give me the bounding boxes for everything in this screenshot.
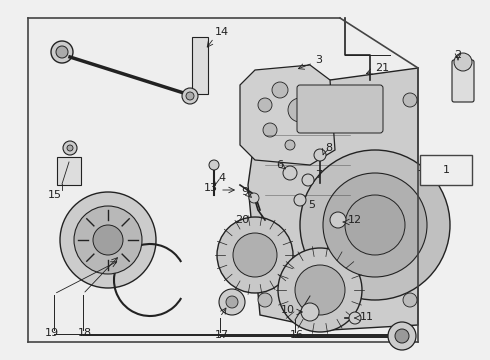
Text: 19: 19: [45, 328, 59, 338]
Circle shape: [186, 92, 194, 100]
Circle shape: [300, 150, 450, 300]
Circle shape: [233, 233, 277, 277]
Text: 18: 18: [78, 328, 92, 338]
Text: 13: 13: [204, 183, 218, 193]
Text: 14: 14: [215, 27, 229, 37]
Text: 2: 2: [454, 50, 462, 60]
Text: 1: 1: [442, 165, 449, 175]
Circle shape: [323, 173, 427, 277]
Circle shape: [295, 265, 345, 315]
Text: 16: 16: [290, 330, 304, 340]
Text: 5: 5: [308, 200, 315, 210]
Text: 3: 3: [315, 55, 322, 65]
Circle shape: [288, 98, 312, 122]
Text: 20: 20: [235, 215, 249, 225]
Circle shape: [93, 225, 123, 255]
Circle shape: [258, 293, 272, 307]
Circle shape: [60, 192, 156, 288]
Text: 9: 9: [241, 187, 248, 197]
Polygon shape: [28, 18, 418, 342]
Circle shape: [217, 217, 293, 293]
Circle shape: [258, 98, 272, 112]
FancyBboxPatch shape: [57, 157, 81, 185]
Polygon shape: [248, 68, 418, 330]
Circle shape: [219, 289, 245, 315]
Polygon shape: [240, 65, 335, 165]
Circle shape: [67, 145, 73, 151]
Text: 12: 12: [348, 215, 362, 225]
Circle shape: [403, 93, 417, 107]
Circle shape: [63, 141, 77, 155]
FancyBboxPatch shape: [297, 85, 383, 133]
Text: 7: 7: [315, 170, 322, 180]
FancyBboxPatch shape: [420, 155, 472, 185]
Circle shape: [403, 293, 417, 307]
Text: 10: 10: [281, 305, 295, 315]
Text: 15: 15: [48, 190, 62, 200]
Circle shape: [249, 193, 259, 203]
Circle shape: [395, 329, 409, 343]
Circle shape: [272, 82, 288, 98]
Circle shape: [56, 46, 68, 58]
FancyBboxPatch shape: [452, 60, 474, 102]
Circle shape: [314, 149, 326, 161]
Circle shape: [301, 303, 319, 321]
Circle shape: [345, 195, 405, 255]
Circle shape: [330, 212, 346, 228]
Circle shape: [263, 123, 277, 137]
Text: 21: 21: [375, 63, 389, 73]
Circle shape: [454, 53, 472, 71]
Text: 17: 17: [215, 330, 229, 340]
Circle shape: [182, 88, 198, 104]
Circle shape: [278, 248, 362, 332]
Circle shape: [294, 194, 306, 206]
Circle shape: [74, 206, 142, 274]
Circle shape: [388, 322, 416, 350]
Circle shape: [226, 296, 238, 308]
Circle shape: [349, 312, 361, 324]
Circle shape: [51, 41, 73, 63]
Text: 11: 11: [360, 312, 374, 322]
Text: 6: 6: [276, 160, 283, 170]
Circle shape: [283, 166, 297, 180]
Circle shape: [302, 174, 314, 186]
Circle shape: [209, 160, 219, 170]
Circle shape: [285, 140, 295, 150]
Text: 8: 8: [325, 143, 332, 153]
Text: 4: 4: [218, 173, 225, 183]
FancyBboxPatch shape: [192, 37, 208, 94]
